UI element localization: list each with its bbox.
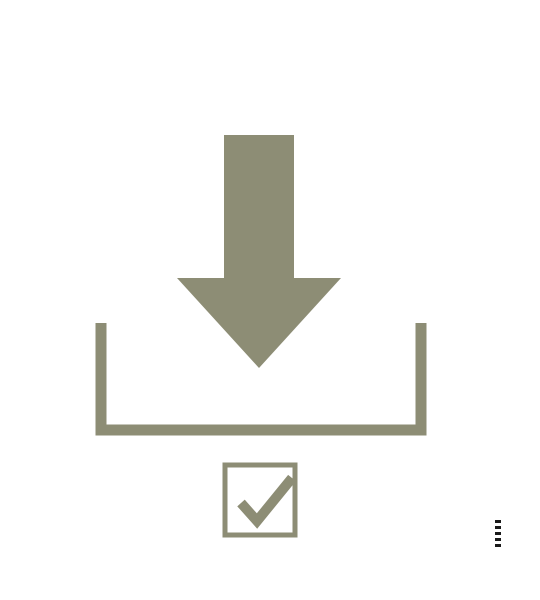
checkbox-checked-icon [0, 0, 540, 600]
diagram-stage [0, 0, 540, 600]
watermark-strip [495, 520, 501, 550]
